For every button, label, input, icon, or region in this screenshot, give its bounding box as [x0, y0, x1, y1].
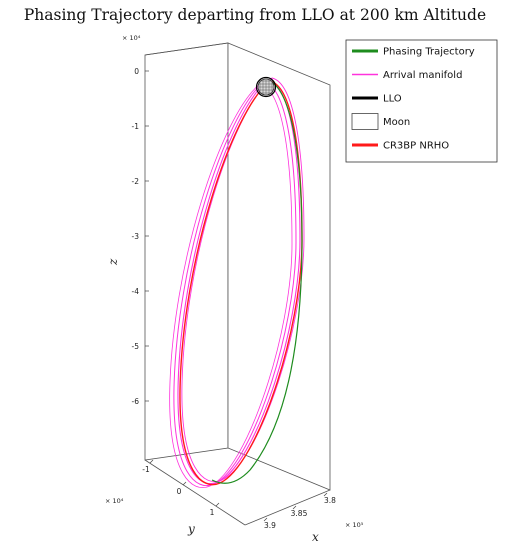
z-tick-label: -3	[132, 232, 140, 241]
legend-swatch-moon	[351, 113, 379, 130]
legend-label: LLO	[383, 94, 402, 105]
x-tick-label: 3.9	[264, 521, 276, 530]
trajectory-curves	[169, 77, 305, 488]
z-axis-label: z	[106, 258, 120, 266]
legend-label: Moon	[383, 117, 410, 128]
llo-orbit	[255, 76, 277, 98]
x-tick-label: 3.8	[324, 496, 336, 505]
floor-edge-front-left	[144, 459, 246, 526]
x-tick-mark	[323, 492, 328, 497]
legend-label: CR3BP NRHO	[383, 141, 449, 152]
z-tick-label: -5	[132, 342, 140, 351]
back-wall-left	[144, 42, 229, 461]
y-tick-mark	[215, 502, 220, 507]
y-tick-label: 0	[177, 487, 182, 496]
y-axis-label: y	[187, 522, 195, 536]
x-tick-mark	[292, 505, 297, 510]
legend: Phasing Trajectory Arrival manifold LLO Moo…	[345, 39, 498, 163]
y-tick-label: -1	[142, 465, 150, 474]
axes-box	[144, 42, 331, 526]
legend-box	[345, 39, 498, 163]
z-exponent: × 10⁴	[122, 34, 141, 42]
y-tick-label: 1	[210, 508, 215, 517]
legend-label: Arrival manifold	[383, 70, 462, 81]
arrival-manifold-line	[181, 77, 305, 482]
x-tick-mark	[263, 517, 268, 522]
z-tick-label: 0	[134, 67, 139, 76]
y-axis: -1 0 1	[142, 459, 220, 517]
moon-sphere	[255, 76, 277, 98]
z-tick-label: -6	[132, 397, 140, 406]
z-tick-label: -4	[132, 287, 140, 296]
arrival-manifold-line	[169, 83, 293, 488]
phasing-trajectory-line	[211, 79, 303, 484]
chart-title: Phasing Trajectory departing from LLO at…	[23, 6, 487, 24]
legend-label: Phasing Trajectory	[383, 47, 475, 58]
floor-edge-front-right	[244, 489, 331, 526]
x-tick-label: 3.85	[291, 509, 308, 518]
x-axis-label: x	[312, 530, 319, 544]
x-axis: 3.8 3.85 3.9	[263, 492, 336, 530]
y-exponent: × 10⁴	[105, 497, 124, 505]
y-tick-mark	[182, 481, 187, 486]
z-axis: 0 -1 -2 -3 -4 -5 -6	[132, 67, 149, 406]
z-tick-label: -2	[132, 177, 140, 186]
top-edge-left	[144, 42, 229, 56]
z-tick-label: -1	[132, 122, 140, 131]
x-exponent: × 10⁵	[345, 521, 364, 529]
y-tick-mark	[149, 459, 154, 464]
